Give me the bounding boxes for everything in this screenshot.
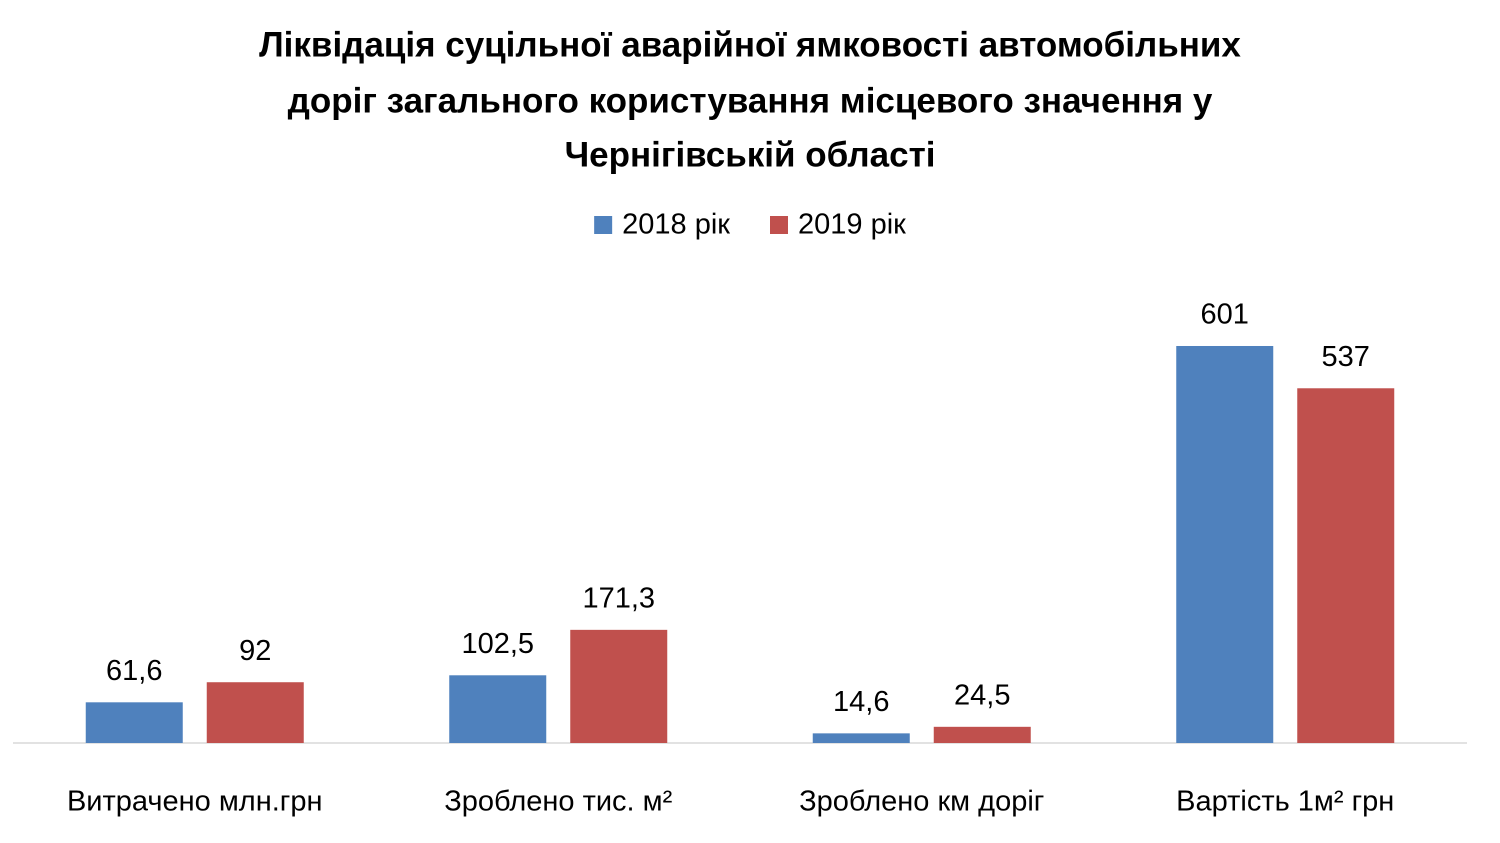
bar: [206, 682, 304, 743]
legend-label: 2018 рік: [622, 209, 730, 241]
x-tick-label: Витрачено млн.грн: [67, 786, 323, 818]
bar: [1297, 388, 1395, 743]
chart-title: Ліквідація суцільної аварійної ямковості…: [259, 25, 1241, 64]
data-label: 24,5: [954, 679, 1010, 711]
data-label: 171,3: [582, 583, 655, 615]
data-label: 14,6: [833, 686, 889, 718]
chart-title: Чернігівській області: [565, 135, 936, 174]
data-label: 601: [1201, 299, 1249, 331]
data-label: 537: [1322, 341, 1370, 373]
chart-title: доріг загального користування місцевого …: [288, 81, 1213, 120]
x-tick-label: Зроблено тис. м²: [444, 786, 672, 818]
bar: [812, 733, 910, 743]
data-label: 92: [239, 635, 271, 667]
bar: [933, 726, 1031, 743]
x-tick-label: Зроблено км доріг: [799, 786, 1044, 818]
bar: [449, 675, 547, 743]
bar: [85, 702, 183, 743]
bar: [570, 629, 668, 743]
legend-swatch: [594, 216, 613, 234]
data-label: 61,6: [106, 655, 162, 687]
legend-label: 2019 рік: [798, 209, 906, 241]
legend-swatch: [770, 216, 788, 234]
bar: [1176, 345, 1274, 743]
data-label: 102,5: [461, 628, 534, 660]
x-tick-label: Вартість 1м² грн: [1176, 786, 1394, 818]
